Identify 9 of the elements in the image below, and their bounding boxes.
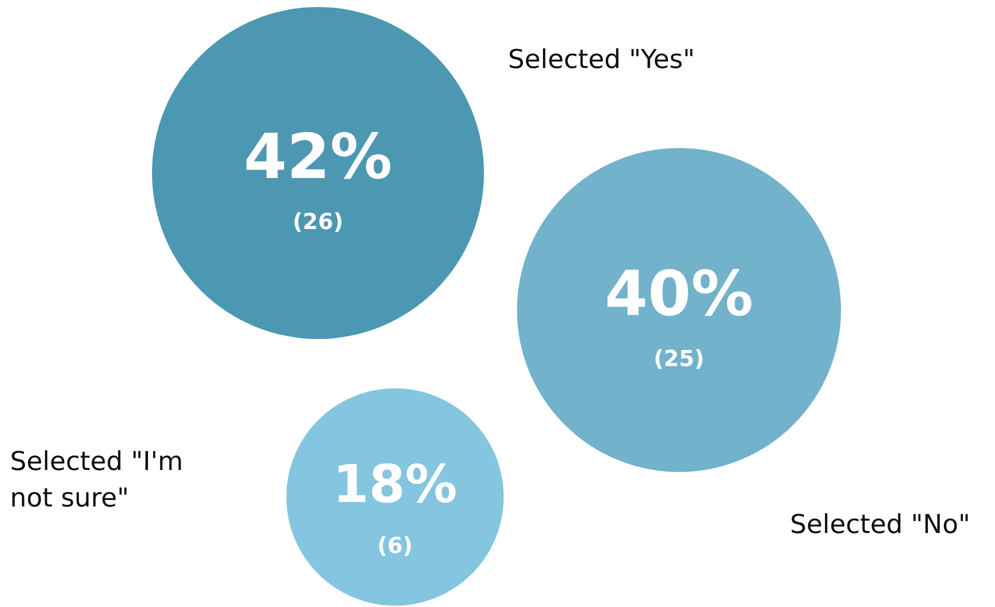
category-label: Selected "Yes" [508,45,695,75]
text: (26) [292,210,344,235]
category-label: Selected "I'm not sure" [10,447,184,514]
data-label: 42% [244,120,392,193]
data-label: 40% [604,257,754,330]
data-label: 18% [332,455,458,515]
text: (25) [654,347,704,372]
category-label: Selected "No" [790,510,970,540]
text: (6) [377,534,413,559]
